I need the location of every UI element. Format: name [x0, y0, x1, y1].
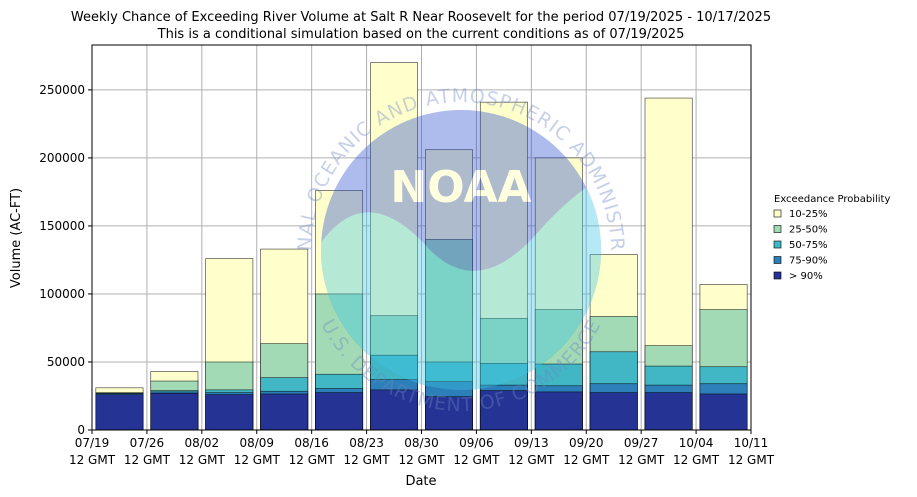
x-tick-label-time: 12 GMT: [69, 453, 116, 467]
noaa-watermark: NOAA NATIONAL OCEANIC AND ATMOSPHERIC AD…: [0, 0, 627, 416]
bar-90-week-7: [425, 396, 473, 431]
bar-90-week-10: [589, 392, 638, 431]
x-tick-label-time: 12 GMT: [728, 453, 775, 467]
y-axis-label: Volume (AC-FT): [9, 188, 24, 288]
chart-subtitle: This is a conditional simulation based o…: [157, 27, 685, 42]
x-tick-label: 10/04: [679, 436, 714, 450]
x-tick-label: 07/26: [130, 436, 165, 450]
x-tick-label: 09/20: [569, 436, 604, 450]
x-tick-label: 09/06: [459, 436, 494, 450]
legend-label: 75-90%: [789, 256, 828, 267]
x-tick-label-time: 12 GMT: [673, 453, 720, 467]
legend-swatch: [773, 240, 782, 249]
bar-90-week-11: [644, 392, 693, 431]
x-tick-label-time: 12 GMT: [508, 453, 555, 467]
legend-label: 25-50%: [789, 225, 828, 236]
y-axis: 0 50000 100000 150000 200000 250000: [39, 83, 92, 437]
legend-swatch: [773, 271, 782, 280]
legend-swatch: [773, 256, 782, 264]
x-tick-label-time: 12 GMT: [234, 453, 281, 467]
x-tick-label: 08/30: [404, 436, 439, 450]
bar-90-week-1: [95, 394, 144, 431]
legend-title: Exceedance Probability: [774, 194, 890, 205]
x-tick-label: 08/16: [294, 436, 329, 450]
x-axis-label: Date: [405, 474, 436, 489]
x-tick-label-time: 12 GMT: [618, 453, 665, 467]
x-tick-label: 08/23: [349, 436, 384, 450]
x-tick-label: 09/27: [624, 436, 659, 450]
y-tick-label: 150000: [39, 219, 85, 233]
x-tick-label-time: 12 GMT: [563, 453, 610, 467]
legend-label: 10-25%: [789, 209, 828, 220]
y-tick-label: 250000: [39, 83, 85, 97]
legend-swatch: [773, 209, 782, 218]
legend-swatch: [773, 225, 782, 233]
legend: Exceedance Probability 10-25% 25-50% 50-75…: [773, 194, 890, 282]
watermark-logo-text: NOAA: [390, 162, 531, 213]
x-tick-label: 10/11: [734, 436, 769, 450]
bar-90-week-9: [534, 391, 583, 431]
x-tick-label-time: 12 GMT: [289, 453, 336, 467]
chart-title: Weekly Chance of Exceeding River Volume …: [71, 10, 771, 25]
bar-90-week-2: [150, 392, 199, 431]
legend-label: > 90%: [789, 271, 823, 282]
bar-90-week-6: [370, 389, 418, 431]
bar-90-week-5: [315, 392, 364, 431]
bar-90-week-4: [260, 393, 309, 431]
legend-label: 50-75%: [789, 240, 828, 251]
x-tick-label-time: 12 GMT: [179, 453, 226, 467]
bar-90-week-8: [479, 390, 528, 431]
x-tick-label: 07/19: [75, 436, 110, 450]
y-tick-label: 50000: [47, 355, 85, 369]
x-tick-label: 08/02: [185, 436, 220, 450]
x-tick-label-time: 12 GMT: [398, 453, 445, 467]
x-axis: 07/19 12 GMT 07/26 12 GMT 08/02 12 GMT 08/09 12…: [69, 430, 775, 467]
y-tick-label: 200000: [39, 151, 85, 165]
x-tick-label-time: 12 GMT: [344, 453, 391, 467]
x-tick-label-time: 12 GMT: [124, 453, 171, 467]
bar-90-week-12: [699, 393, 748, 431]
x-tick-label-time: 12 GMT: [453, 453, 500, 467]
x-tick-label: 09/13: [514, 436, 549, 450]
bars: [95, 62, 748, 431]
x-tick-label: 08/09: [239, 436, 274, 450]
y-tick-label: 100000: [39, 287, 85, 301]
bar-90-week-3: [205, 394, 254, 431]
y-tick-label: 0: [77, 423, 85, 437]
